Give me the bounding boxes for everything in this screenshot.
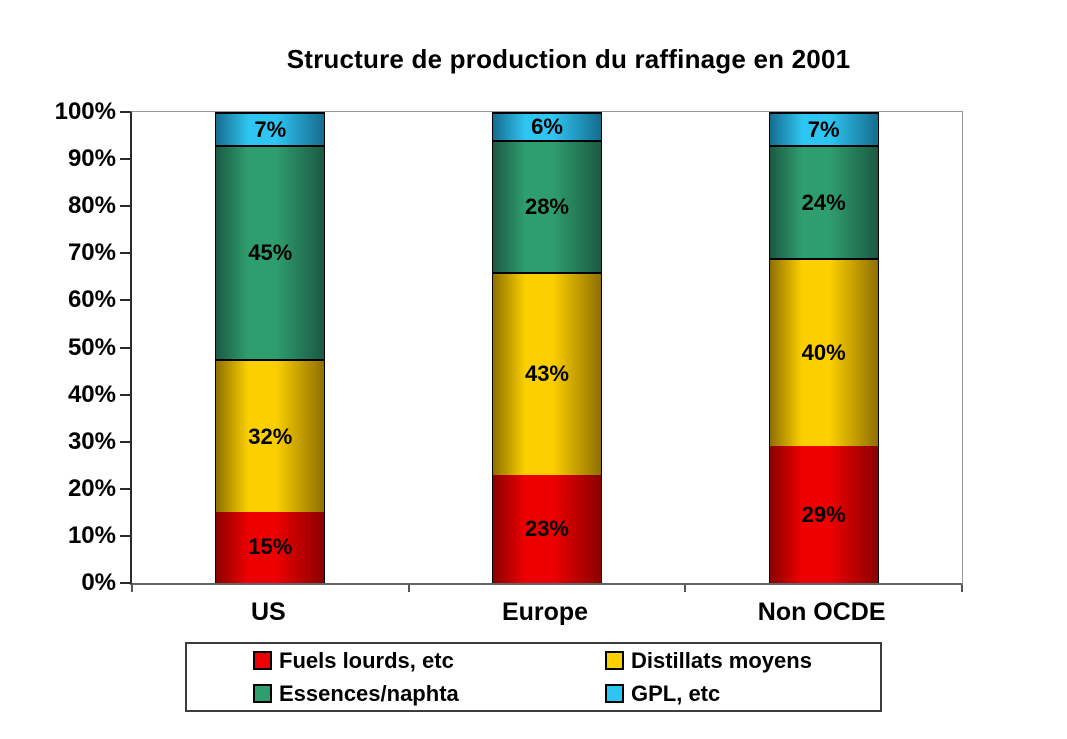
x-axis-tick-mark [684, 585, 687, 592]
x-axis-labels: US Europe Non OCDE [130, 582, 960, 626]
segment-data-label: 28% [524, 194, 569, 220]
y-tick-mark [120, 299, 130, 302]
y-tick-label: 100% [54, 98, 116, 125]
segment-data-label: 43% [524, 361, 569, 387]
y-tick-mark [120, 111, 130, 113]
bar-segment-gpl-etc: 7% [769, 112, 878, 145]
legend-item-gpl-etc: GPL, etc [605, 679, 880, 708]
legend-item-essences-naphta: Essences/naphta [253, 679, 605, 708]
x-axis-tick-mark [131, 585, 133, 592]
y-tick-mark [120, 346, 130, 349]
x-axis-tick-mark [961, 585, 963, 592]
x-label-europe: Europe [501, 598, 589, 626]
segment-data-label: 23% [524, 515, 569, 541]
y-tick-mark [120, 205, 130, 208]
bar-segment-essences-naphta: 28% [493, 140, 601, 273]
y-tick-label: 10% [67, 521, 116, 549]
segment-data-label: 6% [531, 114, 563, 140]
segment-data-label: 7% [254, 116, 287, 142]
y-tick-label: 60% [67, 286, 116, 314]
legend-swatch-distillats-moyens [605, 651, 624, 670]
bar-us: 15% 32% 45% 7% [215, 112, 326, 583]
bar-segment-essences-naphta: 45% [216, 145, 325, 360]
y-tick-mark [120, 440, 130, 443]
legend-swatch-essences-naphta [253, 684, 272, 703]
segment-data-label: 24% [801, 189, 846, 215]
legend-swatch-gpl-etc [605, 684, 624, 703]
chart-title: Structure de production du raffinage en … [286, 44, 851, 74]
y-tick-mark [120, 393, 130, 396]
bar-segment-distillats-moyens: 43% [493, 272, 601, 475]
bar-segment-essences-naphta: 24% [769, 145, 878, 259]
legend-swatch-fuels-lourds-etc [253, 651, 272, 670]
y-tick-label: 50% [67, 333, 116, 361]
legend-label: GPL, etc [631, 680, 721, 706]
y-tick-mark [120, 534, 130, 537]
y-tick-label: 20% [67, 474, 116, 502]
legend-item-fuels-lourds-etc: Fuels lourds, etc [253, 646, 605, 675]
legend-label: Distillats moyens [631, 647, 812, 673]
y-tick-mark [120, 158, 130, 161]
bar-segment-fuels-lourds-etc: 29% [769, 446, 878, 583]
y-tick-mark [120, 252, 130, 255]
x-axis-tick-mark [407, 585, 410, 592]
bar-segment-gpl-etc: 6% [493, 112, 601, 141]
bar-segment-distillats-moyens: 32% [216, 359, 325, 512]
segment-data-label: 7% [807, 116, 840, 142]
y-tick-mark [120, 582, 130, 584]
x-label-us: US [250, 598, 286, 626]
bar-segment-fuels-lourds-etc: 15% [216, 511, 325, 583]
segment-data-label: 45% [248, 240, 293, 266]
legend-label: Essences/naphta [279, 680, 459, 706]
segment-data-label: 15% [248, 534, 293, 560]
legend: Fuels lourds, etc Distillats moyens Essenc… [185, 642, 882, 712]
y-tick-label: 30% [67, 427, 116, 455]
y-tick-label: 40% [67, 380, 116, 408]
bar-non-ocde: 29% 40% 24% 7% [768, 112, 879, 583]
bar-segment-gpl-etc: 7% [216, 112, 325, 146]
segment-data-label: 40% [801, 340, 846, 366]
legend-label: Fuels lourds, etc [279, 647, 454, 673]
bar-segment-fuels-lourds-etc: 23% [493, 474, 601, 583]
segment-data-label: 32% [248, 423, 293, 449]
y-tick-label: 80% [67, 192, 116, 220]
y-tick-label: 90% [67, 145, 116, 173]
y-tick-mark [120, 487, 130, 490]
legend-item-distillats-moyens: Distillats moyens [605, 646, 880, 675]
bar-segment-distillats-moyens: 40% [769, 258, 878, 447]
segment-data-label: 29% [801, 501, 846, 527]
y-tick-label: 70% [67, 239, 116, 267]
x-label-non-ocde: Non OCDE [757, 598, 886, 626]
bar-europe: 23% 43% 28% 6% [492, 112, 602, 583]
y-tick-label: 0% [81, 569, 116, 596]
plot-area: 0% 10% 20% 30% 40% 50% 60% 70% 80% 90% 100% 15% 32%… [55, 99, 963, 596]
